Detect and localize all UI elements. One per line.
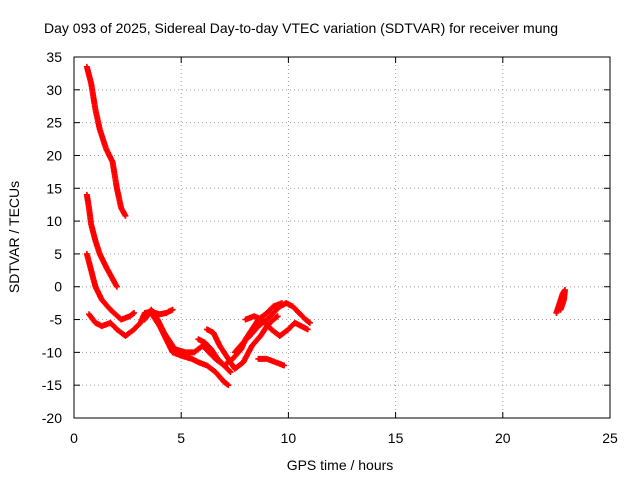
series-track-2 (83, 191, 120, 290)
grid-lines (74, 57, 610, 418)
series-track-11 (255, 355, 288, 369)
x-tick-label: 15 (388, 430, 404, 446)
chart-title: Day 093 of 2025, Sidereal Day-to-day VTE… (44, 20, 558, 36)
x-tick-label: 25 (602, 430, 618, 446)
data-point-marker (227, 369, 234, 376)
x-tick-label: 10 (281, 430, 297, 446)
data-point-marker (281, 362, 288, 369)
y-tick-label: -15 (42, 377, 62, 393)
y-tick-label: 10 (46, 213, 62, 229)
series-track-12 (553, 287, 568, 316)
data-point-marker (274, 313, 281, 320)
y-tick-label: -5 (50, 312, 63, 328)
y-axis-label: SDTVAR / TECUs (6, 181, 22, 293)
data-point-marker (225, 382, 232, 389)
data-point-marker (224, 381, 231, 388)
x-tick-label: 20 (495, 430, 511, 446)
x-tick-label: 0 (70, 430, 78, 446)
y-tick-label: 5 (54, 246, 62, 262)
x-tick-label: 5 (177, 430, 185, 446)
data-point-marker (306, 319, 313, 326)
plot-frame (73, 56, 611, 419)
data-point-marker (129, 310, 136, 317)
series-track-6 (148, 309, 232, 389)
y-axis-ticks: -20 -15 -10 -5 0 5 10 15 20 25 30 35 (42, 49, 610, 426)
data-series (83, 63, 568, 389)
data-point-marker (273, 314, 280, 321)
y-tick-label: 0 (54, 279, 62, 295)
y-tick-label: 15 (46, 180, 62, 196)
data-point-marker (305, 319, 312, 326)
series-track-3 (83, 250, 138, 323)
data-point-marker (226, 367, 233, 374)
y-tick-label: -20 (42, 410, 62, 426)
y-tick-label: 25 (46, 115, 62, 131)
data-point-marker (557, 306, 564, 313)
data-point-marker (304, 326, 311, 333)
y-tick-label: 20 (46, 147, 62, 163)
y-tick-label: 30 (46, 82, 62, 98)
data-point-marker (169, 306, 176, 313)
y-tick-label: 35 (46, 49, 62, 65)
series-track-10 (242, 313, 311, 339)
series-track-1 (83, 63, 129, 219)
data-point-marker (122, 212, 129, 219)
x-axis-label: GPS time / hours (287, 457, 394, 473)
data-point-marker (113, 283, 120, 290)
y-tick-label: -10 (42, 344, 62, 360)
data-point-marker (131, 309, 138, 316)
series-track-8 (203, 313, 281, 372)
x-axis-ticks: 0 5 10 15 20 25 (70, 57, 618, 446)
series-track-9 (231, 300, 313, 356)
